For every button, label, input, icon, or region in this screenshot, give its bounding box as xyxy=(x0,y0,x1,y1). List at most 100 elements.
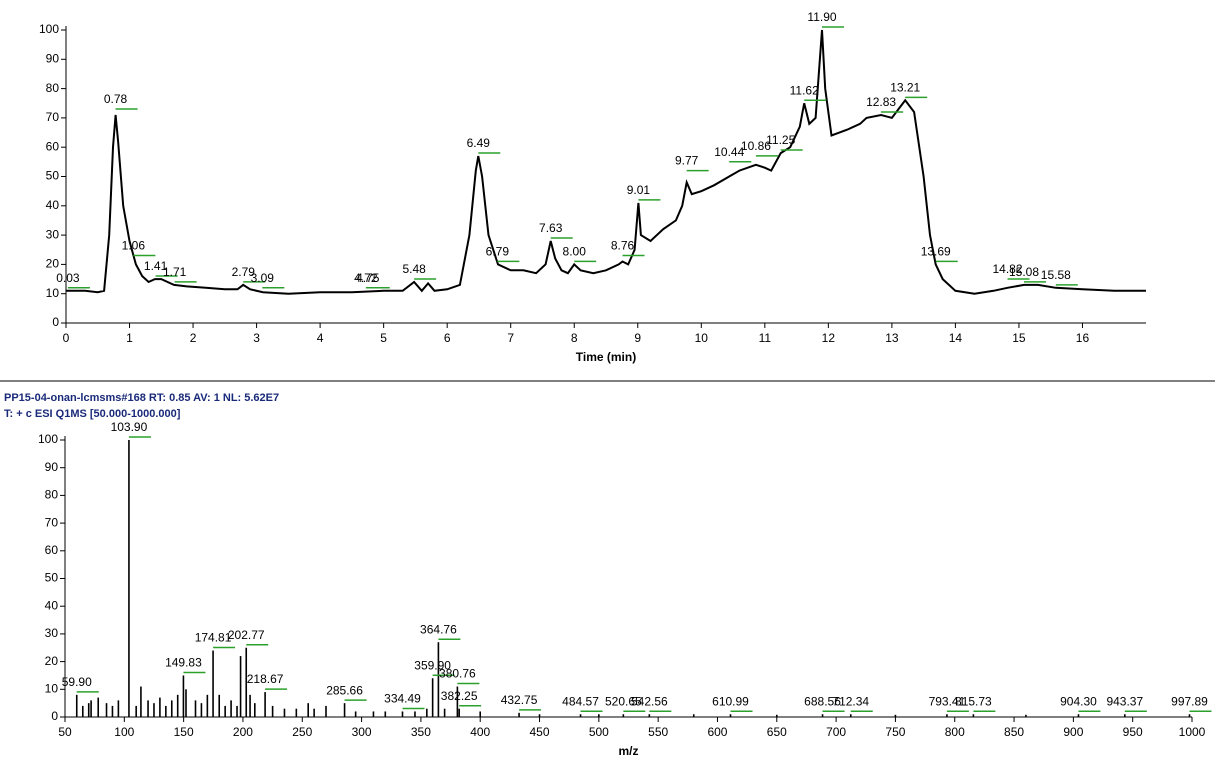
y-tick-label: 50 xyxy=(45,571,59,585)
x-axis-label: Time (min) xyxy=(576,350,636,364)
annotation-label: 10.44 xyxy=(714,145,744,159)
annotation-label: 8.00 xyxy=(563,245,587,259)
annotation-label: 8.76 xyxy=(611,239,635,253)
annotation-label: 1.06 xyxy=(122,239,146,253)
y-tick-label: 80 xyxy=(46,81,60,95)
annotation-label: 6.79 xyxy=(486,245,510,259)
y-tick-label: 60 xyxy=(46,139,60,153)
y-tick-label: 40 xyxy=(46,198,60,212)
annotation-label: 712.34 xyxy=(832,694,869,708)
x-tick-label: 11 xyxy=(759,331,772,345)
x-tick-label: 50 xyxy=(58,725,72,739)
x-tick-label: 600 xyxy=(707,725,727,739)
annotation-label: 610.99 xyxy=(712,694,749,708)
y-tick-label: 70 xyxy=(45,515,59,529)
x-tick-label: 500 xyxy=(589,725,609,739)
x-tick-label: 14 xyxy=(949,331,963,345)
x-axis-label: m/z xyxy=(618,744,638,758)
x-tick-label: 900 xyxy=(1063,725,1083,739)
annotation-label: 484.57 xyxy=(562,694,599,708)
y-tick-label: 90 xyxy=(45,460,59,474)
annotation-label: 59.90 xyxy=(62,675,92,689)
annotation-label: 0.03 xyxy=(56,271,80,285)
annotation-label: 334.49 xyxy=(384,692,421,706)
y-tick-label: 50 xyxy=(46,169,60,183)
annotation-label: 3.09 xyxy=(251,271,275,285)
annotation-label: 15.08 xyxy=(1009,265,1039,279)
annotation-label: 364.76 xyxy=(420,622,457,636)
x-tick-label: 100 xyxy=(114,725,134,739)
annotation-label: 11.25 xyxy=(766,133,795,147)
y-tick-label: 10 xyxy=(45,681,59,695)
y-tick-label: 20 xyxy=(46,257,60,271)
x-tick-label: 4 xyxy=(317,331,324,345)
x-tick-label: 450 xyxy=(530,725,550,739)
x-tick-label: 850 xyxy=(1004,725,1024,739)
y-tick-label: 80 xyxy=(45,488,59,502)
x-tick-label: 1 xyxy=(126,331,133,345)
y-tick-label: 30 xyxy=(46,227,60,241)
x-tick-label: 950 xyxy=(1123,725,1143,739)
annotation-label: 15.58 xyxy=(1041,268,1071,282)
annotation-label: 542.56 xyxy=(631,694,668,708)
y-tick-label: 20 xyxy=(45,654,59,668)
x-tick-label: 200 xyxy=(233,725,253,739)
y-tick-label: 10 xyxy=(46,286,60,300)
annotation-label: 218.67 xyxy=(247,672,284,686)
trace-line xyxy=(66,29,1146,295)
annotation-label: 149.83 xyxy=(165,656,202,670)
x-tick-label: 15 xyxy=(1012,331,1026,345)
annotation-label: 2.79 xyxy=(232,265,256,279)
x-tick-label: 1000 xyxy=(1179,725,1206,739)
x-tick-label: 3 xyxy=(253,331,260,345)
annotation-label: 13.69 xyxy=(921,245,951,259)
x-tick-label: 550 xyxy=(648,725,668,739)
spectrum-subtitle: T: + c ESI Q1MS [50.000-1000.000] xyxy=(4,408,181,420)
annotation-label: 1.71 xyxy=(163,265,187,279)
annotation-label: 904.30 xyxy=(1060,694,1097,708)
x-tick-label: 700 xyxy=(826,725,846,739)
x-tick-label: 12 xyxy=(822,331,836,345)
annotation-label: 9.01 xyxy=(627,183,651,197)
annotation-label: 9.77 xyxy=(675,154,699,168)
annotation-label: 4.72 xyxy=(354,271,378,285)
x-tick-label: 9 xyxy=(634,331,641,345)
y-tick-label: 0 xyxy=(51,709,58,723)
annotation-label: 815.73 xyxy=(955,694,992,708)
annotation-label: 11.90 xyxy=(807,10,836,24)
x-tick-label: 2 xyxy=(190,331,197,345)
annotation-label: 1.41 xyxy=(144,259,168,273)
x-tick-label: 10 xyxy=(695,331,709,345)
x-tick-label: 350 xyxy=(411,725,431,739)
x-tick-label: 250 xyxy=(292,725,312,739)
y-tick-label: 30 xyxy=(45,626,59,640)
annotation-label: 688.56 xyxy=(804,694,841,708)
annotation-label: 13.21 xyxy=(890,80,920,94)
annotation-label: 380.76 xyxy=(439,667,476,681)
x-tick-label: 6 xyxy=(444,331,451,345)
annotation-label: 520.65 xyxy=(605,694,642,708)
annotation-label: 793.41 xyxy=(929,694,966,708)
annotation-label: 4.75 xyxy=(356,271,380,285)
x-tick-label: 300 xyxy=(352,725,372,739)
annotation-label: 12.83 xyxy=(866,95,896,109)
annotation-label: 14.82 xyxy=(992,262,1022,276)
x-tick-label: 750 xyxy=(885,725,905,739)
x-tick-label: 150 xyxy=(174,725,194,739)
annotation-label: 0.78 xyxy=(104,92,128,106)
x-tick-label: 0 xyxy=(63,331,70,345)
annotation-label: 6.49 xyxy=(467,136,491,150)
y-tick-label: 90 xyxy=(46,51,60,65)
y-tick-label: 100 xyxy=(38,432,58,446)
x-tick-label: 8 xyxy=(571,331,578,345)
y-tick-label: 0 xyxy=(52,315,59,329)
annotation-label: 7.63 xyxy=(539,221,563,235)
annotation-label: 174.81 xyxy=(195,631,232,645)
y-tick-label: 40 xyxy=(45,598,59,612)
x-tick-label: 800 xyxy=(945,725,965,739)
annotation-label: 382.25 xyxy=(441,689,478,703)
annotation-label: 103.90 xyxy=(111,420,148,434)
y-tick-label: 70 xyxy=(46,110,60,124)
annotation-label: 285.66 xyxy=(326,683,363,697)
